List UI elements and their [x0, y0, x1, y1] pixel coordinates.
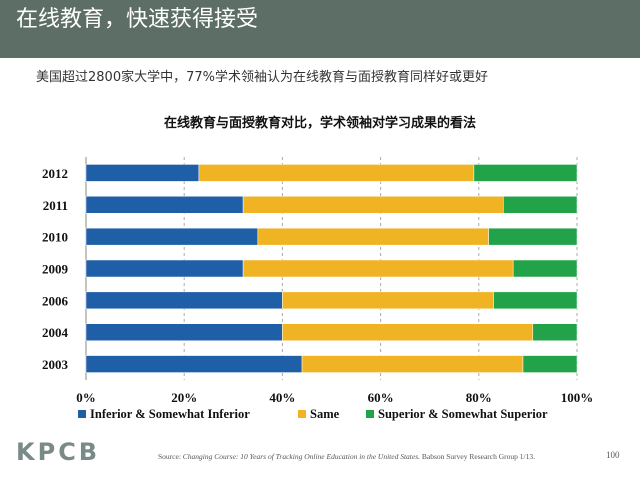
source-publisher: Babson Survey Research Group 1/13. — [420, 452, 535, 461]
kpcb-logo: KPCB — [16, 438, 101, 466]
bar-segment — [85, 291, 283, 310]
x-tick-label: 60% — [368, 390, 394, 405]
y-tick-label: 2011 — [43, 198, 68, 213]
chart-title: 在线教育与面授教育对比，学术领袖对学习成果的看法 — [163, 116, 476, 131]
x-tick-label: 0% — [76, 390, 96, 405]
bar-segment — [512, 259, 578, 278]
y-tick-label: 2010 — [42, 230, 68, 245]
slide-subtitle: 美国超过2800家大学中，77%学术领袖认为在线教育与面授教育同样好或更好 — [36, 70, 488, 85]
source-title: Changing Course: 10 Years of Tracking On… — [182, 452, 421, 461]
legend-swatch — [298, 410, 306, 418]
y-tick-label: 2012 — [42, 166, 68, 181]
x-tick-label: 80% — [466, 390, 492, 405]
bar-segment — [85, 164, 200, 182]
bar-segment — [473, 164, 578, 182]
bar-segment — [85, 259, 244, 278]
legend-swatch — [366, 410, 374, 418]
page-number: 100 — [606, 450, 620, 460]
y-tick-label: 2004 — [42, 325, 69, 340]
bar-segment — [257, 227, 489, 246]
bar-segment — [301, 355, 524, 373]
x-tick-label: 100% — [561, 390, 594, 405]
bar-segment — [532, 323, 578, 341]
source-note: Source: Changing Course: 10 Years of Tra… — [158, 452, 535, 461]
y-tick-label: 2009 — [42, 262, 69, 277]
bar-segment — [282, 323, 534, 341]
legend-label: Superior & Somewhat Superior — [378, 407, 548, 421]
slide-header: 在线教育，快速获得接受 — [0, 0, 640, 58]
bar-segment — [85, 196, 244, 214]
x-tick-label: 40% — [269, 390, 295, 405]
bar-segment — [242, 259, 514, 278]
legend-swatch — [78, 410, 86, 418]
bar-segment — [85, 355, 303, 373]
legend-label: Inferior & Somewhat Inferior — [90, 407, 250, 421]
bar-segment — [242, 196, 504, 214]
bar-segment — [522, 355, 578, 373]
y-tick-label: 2006 — [42, 293, 69, 308]
bar-segment — [503, 196, 578, 214]
bar-segment — [85, 323, 283, 341]
x-tick-label: 20% — [171, 390, 197, 405]
bar-segment — [198, 164, 475, 182]
y-tick-label: 2003 — [42, 357, 69, 372]
legend-label: Same — [310, 407, 340, 421]
source-label: Source: — [158, 452, 181, 461]
slide-title: 在线教育，快速获得接受 — [16, 7, 259, 32]
bar-segment — [493, 291, 578, 310]
bar-segment — [488, 227, 578, 246]
bar-segment — [282, 291, 494, 310]
bar-segment — [85, 227, 259, 246]
